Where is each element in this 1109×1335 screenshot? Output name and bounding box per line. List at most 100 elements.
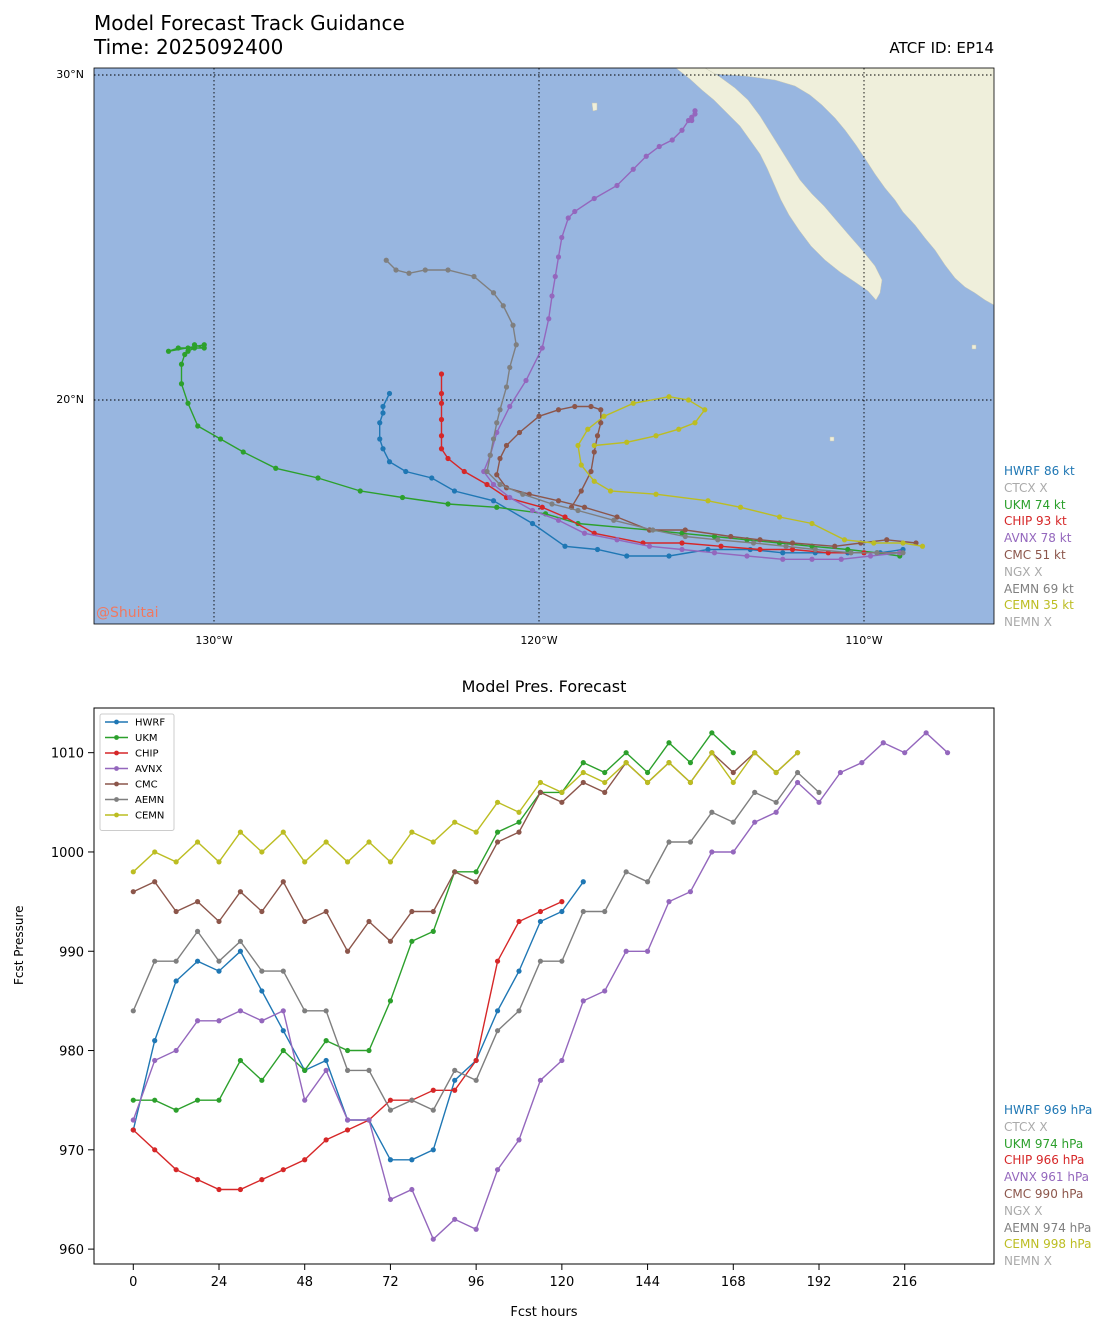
data-point-avnx bbox=[837, 769, 844, 776]
track-point-hwrf bbox=[490, 498, 497, 504]
data-point-cemn bbox=[602, 779, 608, 786]
track-point-cemn bbox=[776, 514, 783, 520]
lon-label-120w: 120°W bbox=[520, 634, 557, 647]
data-point-cemn bbox=[494, 799, 501, 805]
data-point-cemn bbox=[709, 750, 715, 756]
track-point-cemn bbox=[705, 498, 711, 504]
track-point-avnx bbox=[838, 556, 844, 562]
track-point-chip bbox=[562, 514, 568, 520]
data-point-avnx bbox=[602, 988, 608, 994]
track-point-cmc bbox=[591, 449, 597, 455]
data-point-cemn bbox=[366, 839, 372, 845]
track-point-avnx bbox=[867, 553, 874, 559]
legend-marker bbox=[114, 766, 119, 771]
data-point-cemn bbox=[580, 769, 586, 776]
track-point-avnx bbox=[523, 377, 529, 384]
data-point-cemn bbox=[237, 829, 244, 835]
data-point-ukm bbox=[687, 760, 694, 766]
data-point-avnx bbox=[323, 1067, 329, 1073]
track-point-hwrf bbox=[429, 475, 435, 481]
data-point-aemn bbox=[280, 968, 286, 974]
track-point-cemn bbox=[607, 488, 614, 494]
data-point-cemn bbox=[216, 859, 222, 865]
track-point-avnx bbox=[555, 254, 562, 260]
track-point-ukm bbox=[494, 504, 500, 510]
track-cemn bbox=[577, 395, 923, 547]
data-point-hwrf bbox=[323, 1057, 329, 1064]
track-point-cemn bbox=[685, 397, 692, 403]
track-point-cemn bbox=[841, 537, 848, 543]
data-point-avnx bbox=[623, 948, 629, 954]
track-point-aemn bbox=[750, 540, 757, 546]
data-point-cmc bbox=[152, 879, 158, 885]
data-point-avnx bbox=[859, 760, 865, 766]
data-point-ukm bbox=[644, 769, 651, 776]
data-point-aemn bbox=[344, 1067, 351, 1073]
data-point-avnx bbox=[944, 750, 951, 756]
data-point-aemn bbox=[216, 958, 222, 964]
track-point-hwrf bbox=[377, 420, 383, 426]
data-point-chip bbox=[130, 1127, 136, 1133]
track-point-aemn bbox=[494, 420, 500, 426]
atcf-id: ATCF ID: EP14 bbox=[889, 39, 994, 57]
data-point-cemn bbox=[302, 859, 308, 865]
pressure-legend-entry: CMC 990 hPa bbox=[1004, 1186, 1084, 1201]
track-point-ukm bbox=[165, 348, 172, 354]
data-point-avnx bbox=[923, 730, 929, 736]
data-point-avnx bbox=[773, 809, 779, 815]
y-tick-label: 1010 bbox=[51, 747, 84, 762]
track-point-chip bbox=[445, 455, 451, 462]
track-point-cemn bbox=[578, 462, 584, 468]
track-point-hwrf bbox=[380, 403, 386, 410]
track-point-aemn bbox=[497, 481, 503, 488]
data-point-aemn bbox=[666, 839, 672, 845]
track-point-chip bbox=[461, 468, 467, 475]
track-point-aemn bbox=[520, 491, 526, 497]
data-point-cmc bbox=[559, 799, 565, 805]
track-point-cmc bbox=[581, 504, 588, 510]
data-point-aemn bbox=[387, 1107, 394, 1113]
track-point-aemn bbox=[383, 257, 389, 263]
track-point-avnx bbox=[529, 507, 536, 514]
track-point-aemn bbox=[393, 267, 399, 273]
data-point-ukm bbox=[602, 769, 608, 776]
data-point-ukm bbox=[366, 1047, 372, 1054]
track-point-aemn bbox=[549, 501, 555, 507]
data-point-aemn bbox=[602, 908, 608, 915]
track-point-cmc bbox=[757, 537, 763, 543]
data-point-hwrf bbox=[452, 1077, 458, 1083]
track-point-hwrf bbox=[403, 468, 409, 475]
watermark: @Shuitai bbox=[96, 605, 158, 621]
track-point-avnx bbox=[692, 108, 698, 114]
track-point-avnx bbox=[546, 316, 552, 322]
data-point-cemn bbox=[752, 750, 758, 756]
track-point-avnx bbox=[549, 293, 555, 299]
track-point-chip bbox=[438, 416, 445, 423]
track-point-cmc bbox=[588, 468, 594, 475]
island bbox=[971, 344, 977, 350]
data-point-cmc bbox=[409, 908, 415, 915]
data-point-avnx bbox=[366, 1117, 372, 1123]
data-point-aemn bbox=[259, 968, 265, 974]
pressure-legend-entry: CEMN 998 hPa bbox=[1004, 1237, 1092, 1252]
track-point-avnx bbox=[689, 114, 695, 120]
chart-series bbox=[130, 730, 951, 1242]
data-point-chip bbox=[387, 1097, 394, 1103]
data-point-aemn bbox=[452, 1067, 458, 1073]
data-point-aemn bbox=[730, 819, 736, 825]
track-point-cemn bbox=[871, 540, 877, 546]
data-point-cmc bbox=[516, 829, 522, 835]
x-tick-label: 72 bbox=[382, 1275, 399, 1290]
chart-title: Model Pres. Forecast bbox=[461, 677, 627, 696]
track-point-chip bbox=[718, 543, 724, 549]
data-point-chip bbox=[452, 1087, 458, 1093]
track-point-avnx bbox=[507, 403, 513, 410]
track-point-chip bbox=[484, 481, 490, 488]
data-point-cemn bbox=[409, 829, 415, 835]
pressure-legend-entry: NEMN X bbox=[1004, 1254, 1052, 1269]
track-point-avnx bbox=[809, 556, 815, 562]
data-point-aemn bbox=[152, 958, 158, 964]
track-point-hwrf bbox=[666, 553, 672, 559]
track-point-aemn bbox=[487, 452, 493, 458]
map-legend-entry: CHIP 93 kt bbox=[1004, 514, 1067, 529]
